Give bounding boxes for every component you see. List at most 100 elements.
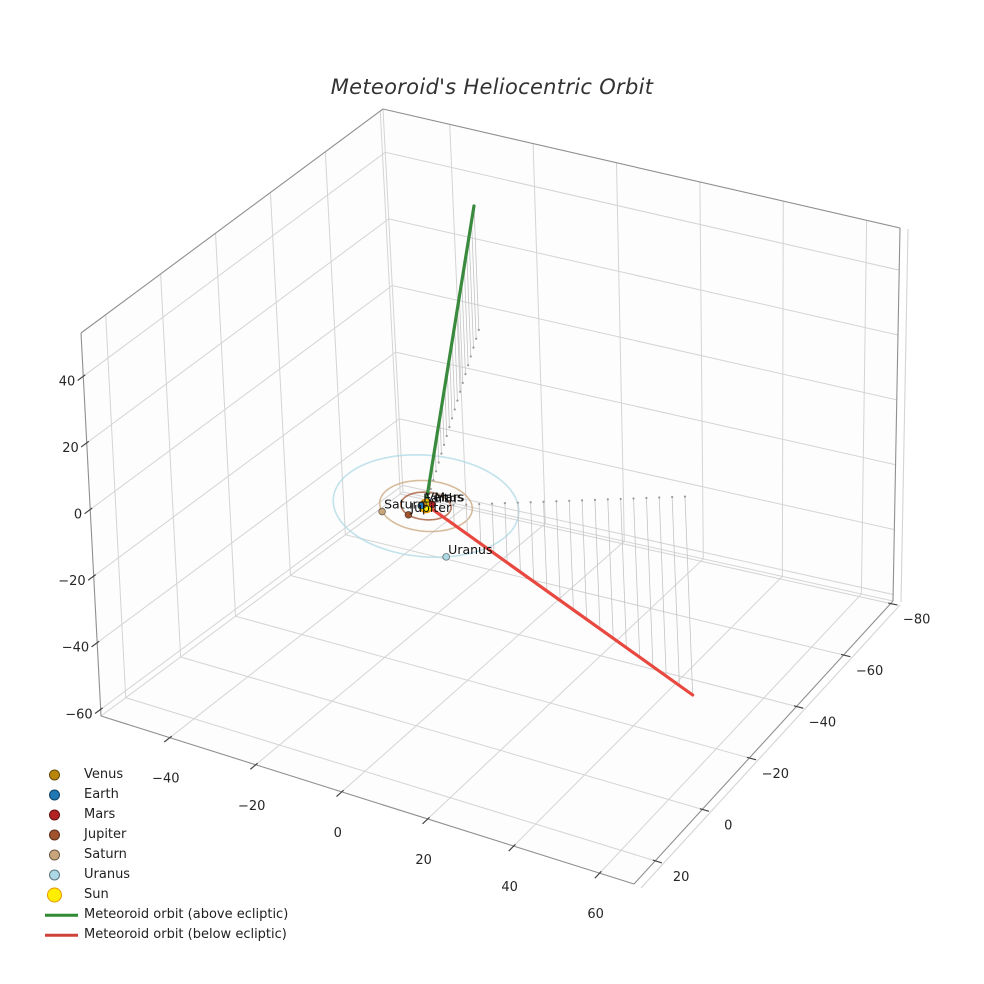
legend-label: Venus bbox=[84, 767, 124, 782]
z-tick-label: 40 bbox=[59, 374, 76, 389]
axis-spine bbox=[382, 108, 901, 229]
legend-marker-icon bbox=[40, 785, 84, 805]
x-tick-label: −20 bbox=[238, 799, 265, 814]
drop-dot bbox=[671, 495, 674, 499]
orbit-uranus bbox=[332, 453, 520, 559]
drop-dot bbox=[461, 381, 464, 385]
drop-dot bbox=[619, 497, 622, 501]
drop-line bbox=[491, 503, 495, 554]
x-tick-label: 60 bbox=[587, 907, 604, 922]
drop-dot bbox=[593, 498, 597, 501]
drop-line bbox=[465, 504, 468, 535]
legend-marker-icon bbox=[40, 825, 84, 845]
orbit-jupiter bbox=[400, 491, 452, 521]
drop-line bbox=[594, 499, 601, 629]
axis-spines bbox=[80, 108, 909, 889]
z-tick bbox=[91, 640, 100, 648]
drop-dot bbox=[516, 501, 519, 504]
drop-dot bbox=[452, 503, 455, 507]
drop-line bbox=[446, 371, 450, 428]
left-pane bbox=[81, 109, 403, 716]
planet-label-mars: Mars bbox=[434, 489, 464, 504]
drop-dot bbox=[465, 503, 468, 506]
legend-item-meteoroid: Meteoroid orbit (above ecliptic) bbox=[40, 905, 288, 925]
legend-item-saturn: Saturn bbox=[40, 845, 288, 865]
drop-line bbox=[517, 502, 521, 573]
y-tick-label: −40 bbox=[809, 715, 836, 730]
z-tick-label: 20 bbox=[62, 441, 79, 456]
z-tick bbox=[94, 707, 104, 714]
legend-item-uranus: Uranus bbox=[40, 865, 288, 885]
drop-line bbox=[646, 497, 654, 667]
drop-dot bbox=[437, 461, 440, 464]
legend-item-mars: Mars bbox=[40, 805, 288, 825]
drop-dot bbox=[456, 399, 459, 402]
drop-line bbox=[459, 296, 464, 383]
drop-line bbox=[451, 341, 456, 410]
y-tick bbox=[652, 859, 663, 864]
y-tick-label: 20 bbox=[673, 870, 690, 885]
drop-dot bbox=[542, 500, 545, 503]
x-tick-label: 0 bbox=[334, 826, 342, 841]
planet-dot-mars bbox=[428, 500, 437, 509]
z-tick-label: −20 bbox=[58, 574, 85, 589]
legend-marker-icon bbox=[40, 885, 84, 905]
axis-spine bbox=[633, 600, 894, 885]
pane-joint-edge bbox=[100, 491, 404, 717]
drop-dot bbox=[432, 479, 435, 482]
legend-marker-icon bbox=[40, 805, 84, 825]
legend-item-meteoroid: Meteoroid orbit (below ecliptic) bbox=[40, 925, 288, 945]
drop-dot bbox=[478, 502, 481, 506]
planet-dot-saturn bbox=[378, 507, 386, 516]
drop-dot bbox=[440, 452, 443, 455]
legend: Venus Earth Mars Jupiter Saturn Uranus Sun Mete… bbox=[40, 765, 288, 945]
drop-dot bbox=[464, 372, 467, 376]
y-tick-label: −20 bbox=[762, 767, 789, 782]
drop-dot bbox=[580, 499, 584, 502]
x-tick-label: 40 bbox=[501, 880, 518, 895]
y-tick-label: 0 bbox=[724, 818, 732, 833]
z-tick-label: 0 bbox=[74, 508, 82, 523]
drop-dot bbox=[503, 502, 507, 505]
legend-item-jupiter: Jupiter bbox=[40, 825, 288, 845]
legend-item-venus: Venus bbox=[40, 765, 288, 785]
z-tick bbox=[87, 574, 97, 581]
grid-lines bbox=[82, 108, 900, 874]
drop-line bbox=[449, 356, 453, 419]
legend-label: Meteoroid orbit (below ecliptic) bbox=[84, 927, 287, 942]
y-tick bbox=[746, 756, 757, 761]
x-tick bbox=[594, 870, 602, 879]
y-tick bbox=[699, 808, 710, 812]
y-axis-outer-edge bbox=[640, 604, 901, 889]
drop-line bbox=[543, 501, 548, 592]
drop-dot bbox=[490, 502, 494, 505]
axis-spine bbox=[892, 227, 901, 602]
x-tick bbox=[508, 843, 516, 852]
drop-dot bbox=[645, 496, 648, 500]
z-tick bbox=[84, 507, 93, 515]
x-tick bbox=[422, 816, 430, 825]
legend-marker-icon bbox=[40, 845, 84, 865]
drop-line bbox=[471, 220, 477, 339]
z-tick bbox=[77, 374, 86, 381]
x-tick bbox=[336, 789, 344, 797]
drop-dot bbox=[568, 499, 571, 502]
z-tick-label: −40 bbox=[62, 641, 89, 656]
drop-dot bbox=[439, 504, 442, 507]
drop-line bbox=[671, 497, 680, 686]
drop-dot bbox=[529, 501, 532, 504]
drop-line bbox=[454, 326, 458, 401]
legend-label: Earth bbox=[84, 787, 119, 802]
orbit-saturn bbox=[378, 479, 474, 533]
y-tick bbox=[840, 653, 851, 658]
drop-dot bbox=[658, 496, 661, 499]
drop-dot bbox=[448, 426, 451, 429]
planet-dot-uranus bbox=[442, 553, 450, 561]
planet-label-earth: Earth bbox=[423, 491, 457, 506]
drop-line bbox=[658, 497, 667, 677]
drop-dot bbox=[683, 495, 687, 498]
planet-dot-jupiter bbox=[404, 511, 413, 519]
axis-spine bbox=[80, 108, 384, 334]
